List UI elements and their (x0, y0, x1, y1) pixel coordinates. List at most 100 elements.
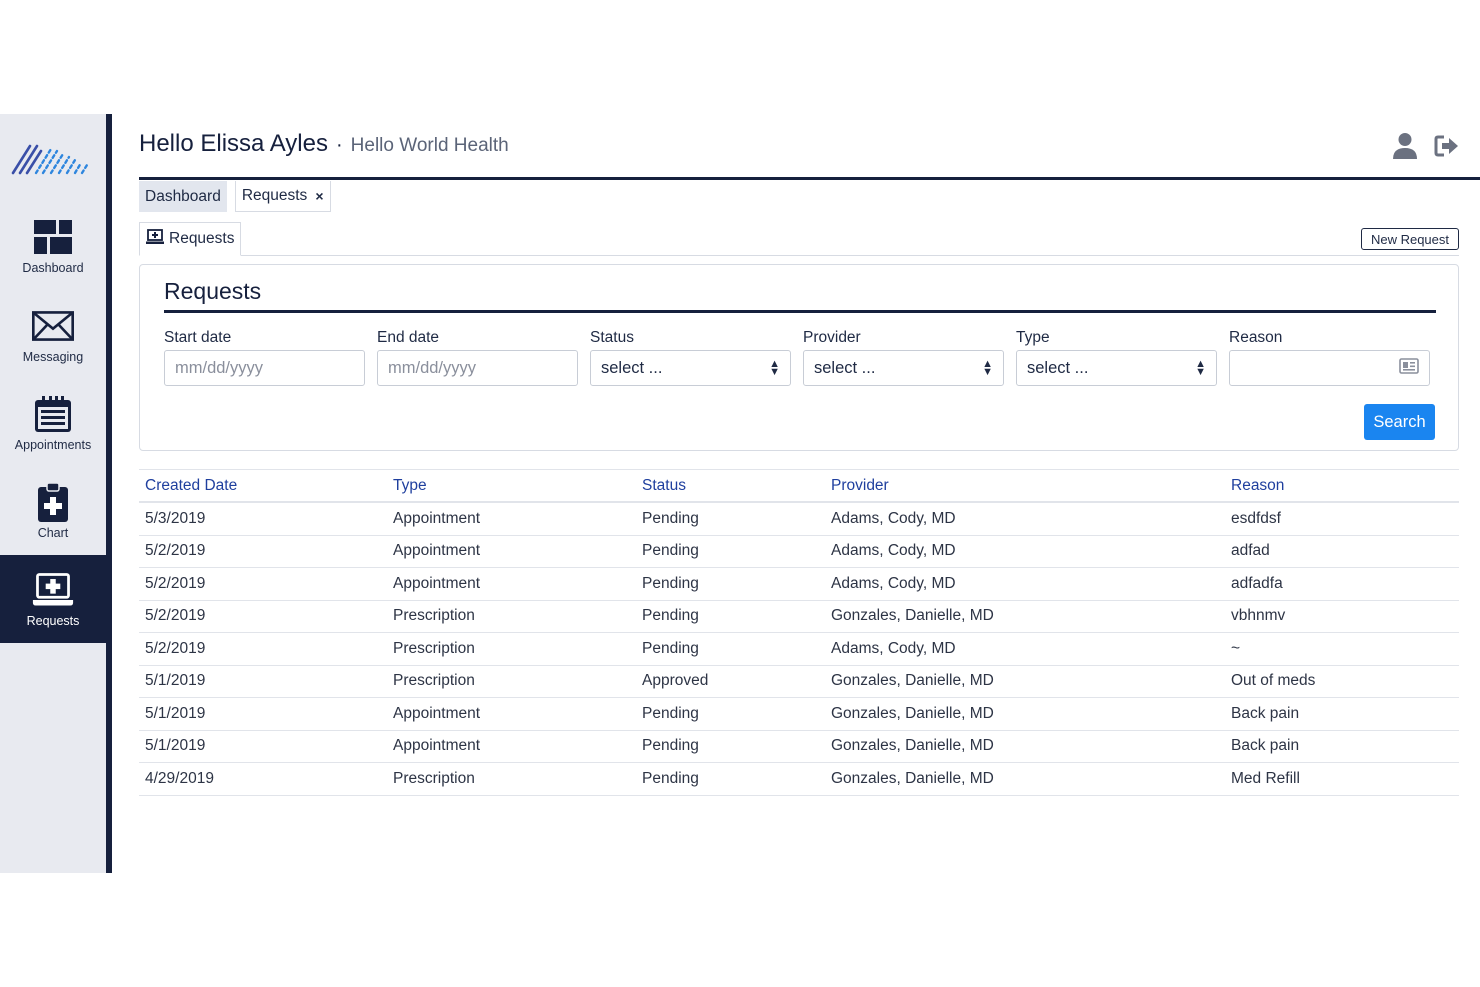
table-row[interactable]: 5/1/2019 Appointment Pending Gonzales, Dani… (139, 731, 1459, 763)
tab-dashboard[interactable]: Dashboard (139, 181, 227, 212)
laptop-plus-icon (146, 228, 164, 250)
filter-label: Start date (164, 329, 232, 346)
filter-status: Status select ... ▲ ▼ (590, 329, 791, 386)
dashboard-icon (32, 217, 74, 257)
sidebar-item-label: Dashboard (22, 261, 84, 275)
table-row[interactable]: 5/2/2019 Prescription Pending Adams, Cody, … (139, 633, 1459, 666)
cell-provider: Gonzales, Danielle, MD (831, 737, 994, 755)
filter-row: Start date mm/dd/yyyy End date mm/dd/yyy… (164, 329, 1436, 386)
cell-type: Appointment (393, 704, 481, 722)
sidebar-item-label: Appointments (14, 438, 92, 452)
column-header-type[interactable]: Type (393, 476, 427, 494)
cell-type: Prescription (393, 639, 475, 657)
subtab-requests[interactable]: Requests (139, 222, 242, 256)
cell-provider: Gonzales, Danielle, MD (831, 607, 994, 625)
card-title: Requests (164, 278, 262, 304)
subtab-label: Requests (169, 230, 235, 247)
clipboard-plus-icon (32, 482, 74, 522)
cell-reason: Med Refill (1231, 769, 1300, 787)
column-header-created-date[interactable]: Created Date (145, 476, 238, 494)
sidebar-item-label: Messaging (22, 350, 84, 364)
sidebar-item-label: Chart (37, 526, 69, 540)
cell-reason: esdfdsf (1231, 509, 1281, 527)
table-row[interactable]: 5/2/2019 Appointment Pending Adams, Cody, M… (139, 568, 1459, 601)
sub-tab-bar: Requests New Request (139, 222, 1459, 256)
start-date-input[interactable]: mm/dd/yyyy (164, 350, 365, 386)
sidebar-item-messaging[interactable]: Messaging (0, 291, 106, 379)
sidebar-item-label: Requests (26, 614, 80, 628)
table-row[interactable]: 5/1/2019 Appointment Pending Gonzales, Dani… (139, 698, 1459, 731)
search-filters-card: Requests Start date mm/dd/yyyy End date … (139, 264, 1459, 451)
filter-label: Status (590, 329, 634, 346)
cell-reason: adfad (1231, 542, 1270, 560)
tab-label: Dashboard (145, 187, 221, 205)
sidebar: Dashboard Messaging (0, 114, 106, 873)
cell-created-date: 5/1/2019 (145, 704, 206, 722)
table-row[interactable]: 4/29/2019 Prescription Pending Gonzales, Da… (139, 763, 1459, 796)
logo-icon (11, 144, 89, 175)
sidebar-item-appointments[interactable]: Appointments (0, 379, 106, 467)
cell-type: Prescription (393, 607, 475, 625)
header-divider (139, 177, 1480, 180)
column-header-provider[interactable]: Provider (831, 476, 889, 494)
close-icon[interactable]: × (315, 188, 324, 204)
table-row[interactable]: 5/1/2019 Prescription Approved Gonzales, Da… (139, 666, 1459, 698)
select-value: select ... (1027, 358, 1089, 377)
end-date-input[interactable]: mm/dd/yyyy (377, 350, 578, 386)
card-title-divider (164, 310, 1436, 313)
filter-label: Type (1016, 329, 1050, 346)
cell-provider: Adams, Cody, MD (831, 639, 956, 657)
filter-type: Type select ... ▲ ▼ (1016, 329, 1217, 386)
main-content: Hello Elissa Ayles · Hello World Health (112, 114, 1480, 873)
cell-provider: Gonzales, Danielle, MD (831, 672, 994, 690)
search-button[interactable]: Search (1364, 404, 1435, 440)
sort-caret-icon: ▲ ▼ (769, 358, 780, 378)
page-header: Hello Elissa Ayles · Hello World Health (139, 130, 509, 164)
cell-status: Pending (642, 574, 699, 592)
table-row[interactable]: 5/2/2019 Prescription Pending Gonzales, Dan… (139, 601, 1459, 633)
laptop-plus-icon (32, 570, 74, 610)
sidebar-item-chart[interactable]: Chart (0, 467, 106, 555)
cell-created-date: 5/2/2019 (145, 542, 206, 560)
status-select[interactable]: select ... ▲ ▼ (590, 350, 791, 386)
sign-out-icon[interactable] (1434, 132, 1460, 160)
envelope-icon (32, 306, 74, 346)
table-body: 5/3/2019 Appointment Pending Adams, Cody, M… (139, 503, 1459, 796)
cell-reason: Back pain (1231, 704, 1300, 722)
cell-created-date: 5/1/2019 (145, 672, 206, 690)
cell-status: Pending (642, 769, 699, 787)
calendar-icon (32, 394, 74, 434)
new-request-button[interactable]: New Request (1360, 228, 1459, 250)
column-header-reason[interactable]: Reason (1231, 476, 1285, 494)
cell-provider: Adams, Cody, MD (831, 509, 956, 527)
cell-type: Appointment (393, 574, 481, 592)
cell-reason: ~ (1231, 639, 1241, 657)
tab-bar: Dashboard Requests × (139, 181, 331, 212)
select-value: select ... (814, 358, 876, 377)
type-select[interactable]: select ... ▲ ▼ (1016, 350, 1217, 386)
table-row[interactable]: 5/3/2019 Appointment Pending Adams, Cody, M… (139, 503, 1459, 536)
filter-start-date: Start date mm/dd/yyyy (164, 329, 365, 386)
column-header-status[interactable]: Status (642, 476, 686, 494)
input-placeholder: mm/dd/yyyy (175, 358, 264, 377)
cell-reason: adfadfa (1231, 574, 1283, 592)
cell-type: Prescription (393, 769, 475, 787)
cell-status: Pending (642, 704, 699, 722)
cell-provider: Adams, Cody, MD (831, 542, 956, 560)
user-profile-icon[interactable] (1392, 132, 1418, 160)
tab-requests[interactable]: Requests × (234, 181, 331, 212)
table-row[interactable]: 5/2/2019 Appointment Pending Adams, Cody, M… (139, 536, 1459, 568)
cell-status: Pending (642, 607, 699, 625)
sort-caret-icon: ▲ ▼ (982, 358, 993, 378)
input-placeholder: mm/dd/yyyy (388, 358, 477, 377)
sidebar-item-dashboard[interactable]: Dashboard (0, 202, 106, 290)
cell-status: Approved (642, 672, 709, 690)
greeting-title: Hello Elissa Ayles (139, 130, 328, 157)
filter-provider: Provider select ... ▲ ▼ (803, 329, 1004, 386)
sort-caret-icon: ▲ ▼ (1195, 358, 1206, 378)
cell-provider: Gonzales, Danielle, MD (831, 704, 994, 722)
filter-label: Provider (803, 329, 861, 346)
provider-select[interactable]: select ... ▲ ▼ (803, 350, 1004, 386)
sidebar-item-requests[interactable]: Requests (0, 555, 106, 643)
reason-input[interactable] (1229, 350, 1430, 386)
